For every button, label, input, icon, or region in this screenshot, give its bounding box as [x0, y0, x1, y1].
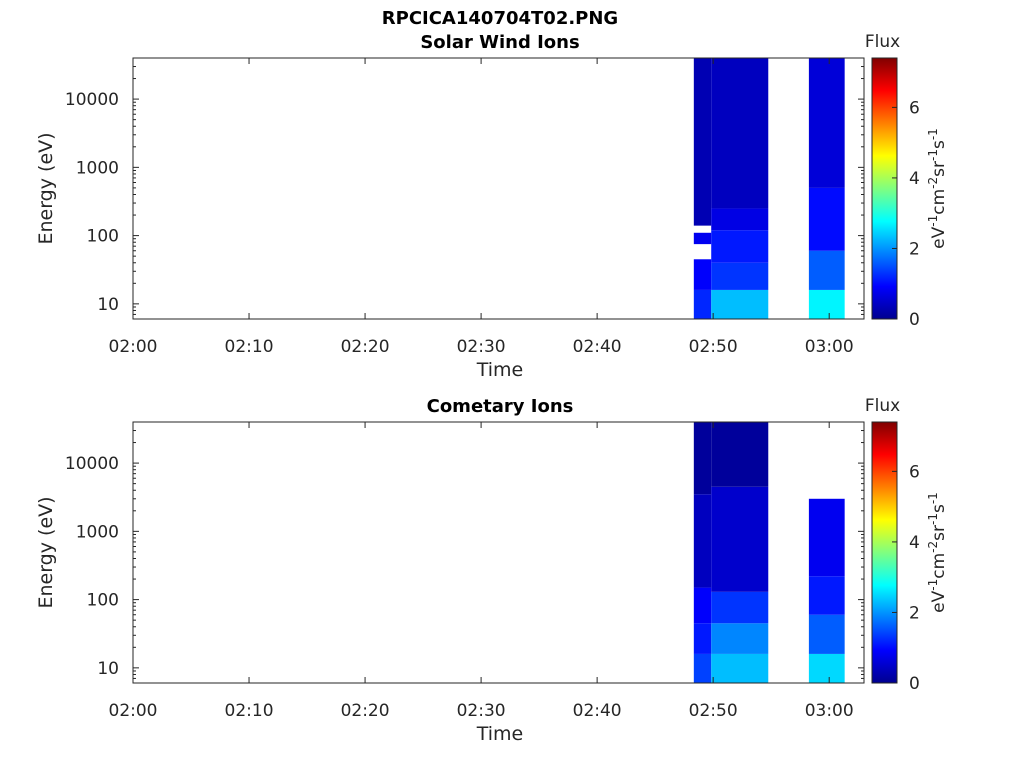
flux-cell — [693, 232, 712, 245]
x-tick-label: 03:00 — [805, 337, 854, 357]
x-tick-label: 02:40 — [573, 701, 622, 721]
spectrogram-panel: 02:00 02:10 02:20 02:30 02:40 02:50 03:00 10 100… — [35, 396, 949, 745]
colorbar-tick-label: 6 — [909, 98, 920, 118]
flux-cell — [808, 614, 845, 654]
y-tick-label: 100 — [87, 227, 119, 247]
x-tick-label: 02:10 — [225, 701, 274, 721]
colorbar-title: Flux — [865, 396, 900, 416]
x-tick-label: 02:40 — [573, 337, 622, 357]
colorbar — [871, 57, 898, 320]
y-axis-label: Energy (eV) — [35, 132, 57, 244]
panel-title: Cometary Ions — [427, 396, 574, 417]
y-tick-label: 1000 — [76, 522, 119, 542]
x-tick-label: 02:50 — [689, 337, 738, 357]
colorbar — [871, 421, 898, 684]
flux-cell — [711, 653, 769, 683]
panel-title: Solar Wind Ions — [420, 32, 579, 53]
flux-cell — [808, 58, 845, 188]
flux-cell — [693, 623, 712, 654]
flux-cell — [711, 623, 769, 654]
spectrogram-panel: 02:00 02:10 02:20 02:30 02:40 02:50 03:00 10 100… — [35, 32, 949, 381]
flux-cell — [693, 422, 712, 495]
flux-cell — [711, 58, 769, 209]
flux-cell — [808, 576, 845, 615]
x-axis-label: Time — [476, 359, 524, 381]
flux-cell — [711, 591, 769, 624]
colorbar-title: Flux — [865, 32, 900, 52]
x-tick-label: 02:30 — [457, 337, 506, 357]
y-axis-label: Energy (eV) — [35, 496, 57, 608]
y-tick-label: 10000 — [65, 90, 119, 110]
colorbar-tick-label: 2 — [909, 603, 920, 623]
colorbar-tick-label: 2 — [909, 239, 920, 259]
plot-frame — [132, 421, 865, 684]
y-tick-label: 10 — [97, 295, 119, 315]
x-tick-label: 02:20 — [341, 337, 390, 357]
plot-frame — [132, 57, 865, 320]
y-tick-label: 10000 — [65, 454, 119, 474]
colorbar-tick-label: 0 — [909, 674, 920, 694]
flux-cell — [711, 230, 769, 263]
flux-cell — [693, 289, 712, 319]
flux-cell — [711, 208, 769, 231]
flux-cell — [711, 422, 769, 487]
flux-cell — [711, 289, 769, 319]
flux-cell — [808, 289, 845, 319]
x-tick-label: 02:10 — [225, 337, 274, 357]
flux-cell — [808, 187, 845, 251]
flux-cell — [808, 498, 845, 577]
flux-cell — [693, 259, 712, 290]
flux-cell — [693, 58, 712, 226]
x-tick-label: 02:00 — [109, 701, 158, 721]
flux-cell — [711, 486, 769, 592]
panels: 02:00 02:10 02:20 02:30 02:40 02:50 03:0010100… — [35, 32, 949, 745]
x-tick-label: 03:00 — [805, 701, 854, 721]
flux-cell — [693, 587, 712, 624]
colorbar-tick-label: 4 — [909, 533, 920, 553]
flux-cell — [808, 653, 845, 683]
x-tick-label: 02:00 — [109, 337, 158, 357]
y-tick-label: 100 — [87, 591, 119, 611]
y-tick-label: 1000 — [76, 158, 119, 178]
flux-cell — [711, 262, 769, 290]
y-tick-label: 10 — [97, 659, 119, 679]
colorbar-tick-label: 6 — [909, 462, 920, 482]
colorbar-unit-label: eV-1cm-2sr-1s-1 — [926, 492, 949, 613]
x-tick-label: 02:30 — [457, 701, 506, 721]
x-tick-label: 02:50 — [689, 701, 738, 721]
figure-title: RPCICA140704T02.PNG — [382, 8, 618, 29]
flux-cell — [693, 494, 712, 588]
colorbar-unit-label: eV-1cm-2sr-1s-1 — [926, 128, 949, 249]
x-tick-label: 02:20 — [341, 701, 390, 721]
colorbar-tick-label: 4 — [909, 169, 920, 189]
flux-cell — [808, 250, 845, 290]
colorbar-tick-label: 0 — [909, 310, 920, 330]
flux-cell — [693, 653, 712, 683]
x-axis-label: Time — [476, 723, 524, 745]
